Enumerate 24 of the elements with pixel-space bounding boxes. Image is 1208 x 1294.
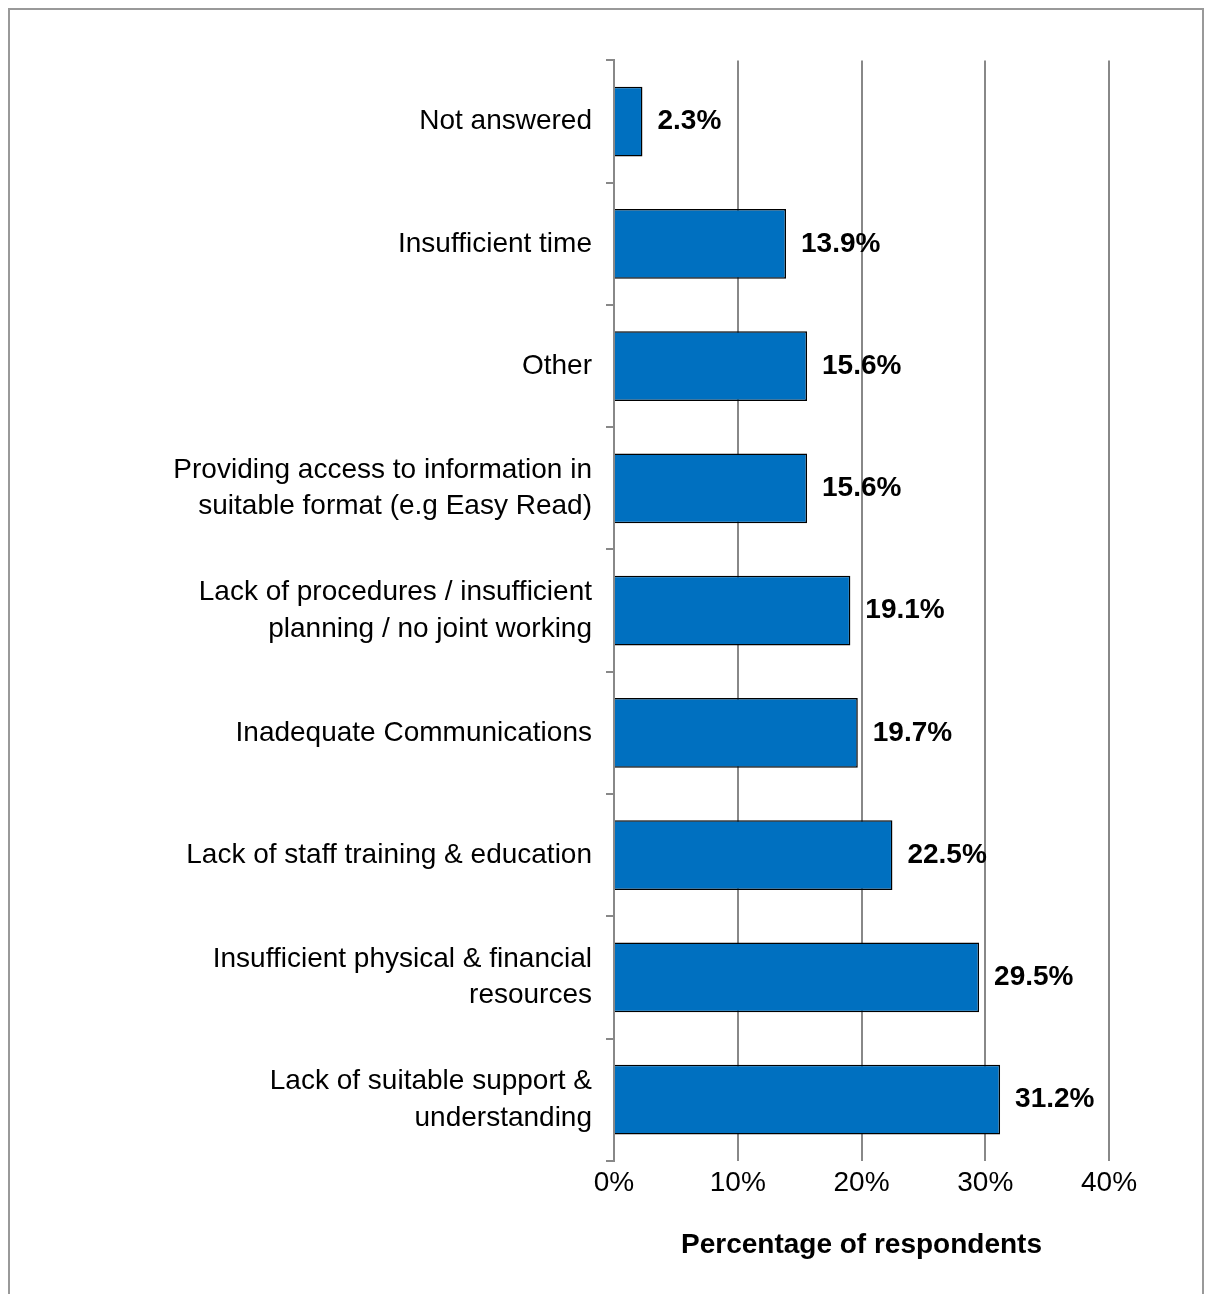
y-tick-label: Not answered [419,104,592,136]
data-label: 31.2% [1015,1082,1095,1114]
data-label: 2.3% [657,104,722,136]
x-tick-label: 10% [709,1166,766,1198]
data-label: 13.9% [801,226,881,258]
y-tick-label: Insufficient physical & financial resources [212,941,592,1010]
x-tick-label: 0% [593,1166,635,1198]
y-tick-label: Lack of suitable support & understanding [269,1064,593,1132]
x-tick-label: 20% [833,1166,890,1198]
y-tick-label: Insufficient time [397,226,592,258]
data-label: 22.5% [907,837,987,869]
x-tick-label: 30% [957,1166,1014,1198]
data-label: 15.6% [822,348,902,380]
data-label: 29.5% [994,960,1074,992]
data-label: 19.7% [872,715,953,747]
data-label: 19.1% [865,593,945,625]
y-tick-label: Other [521,348,592,380]
y-tick-label: Lack of staff training & education [186,837,592,869]
x-axis-title: Percentage of respondents [681,1227,1042,1259]
y-tick-label: Lack of procedures / insufficient planning / no joint working [198,575,593,643]
y-tick-label: Providing access to information in suitable format (e.g Easy Read) [173,452,592,521]
y-tick-label: Inadequate Communications [235,715,592,747]
data-label: 15.6% [822,471,902,503]
x-tick-label: 40% [1080,1166,1138,1198]
